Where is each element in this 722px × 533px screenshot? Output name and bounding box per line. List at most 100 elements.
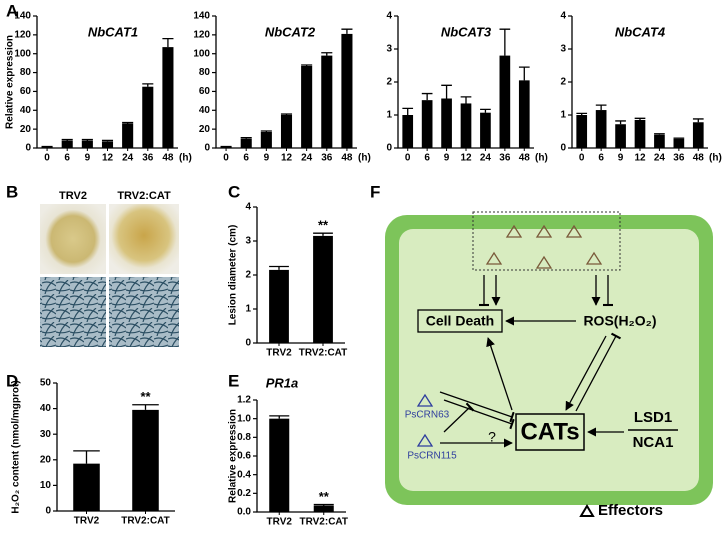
error-bar bbox=[269, 265, 289, 270]
x-tick-label: 12 bbox=[281, 153, 293, 164]
x-tick-label: 0 bbox=[44, 153, 50, 164]
bar bbox=[692, 122, 704, 148]
x-tick-label: 9 bbox=[264, 153, 270, 164]
y-tick-label: 100 bbox=[14, 48, 31, 59]
bar bbox=[499, 55, 511, 148]
bar bbox=[122, 123, 134, 148]
error-bar bbox=[673, 137, 685, 139]
photo-label: TRV2:CAT bbox=[117, 190, 171, 202]
y-tick-label: 3 bbox=[245, 236, 251, 247]
error-bar bbox=[441, 84, 452, 99]
bar bbox=[142, 86, 154, 148]
effector-triangles bbox=[485, 224, 603, 269]
y-tick-label: 0.2 bbox=[237, 488, 251, 499]
node-label: NCA1 bbox=[633, 434, 674, 451]
bar bbox=[132, 409, 159, 511]
bar bbox=[41, 147, 53, 148]
error-bar bbox=[81, 138, 93, 141]
x-tick-label: 6 bbox=[424, 153, 430, 164]
error-bar bbox=[499, 28, 511, 56]
bar bbox=[595, 110, 607, 148]
error-bar bbox=[240, 136, 252, 139]
error-bar bbox=[101, 139, 114, 142]
y-tick-label: 120 bbox=[14, 29, 31, 40]
y-axis-label: Lesion diameter (cm) bbox=[228, 225, 239, 326]
significance: ** bbox=[140, 389, 151, 404]
y-tick-label: 1 bbox=[386, 110, 392, 121]
error-bar bbox=[162, 37, 174, 48]
y-tick-label: 50 bbox=[40, 378, 52, 389]
bar bbox=[673, 138, 685, 148]
leaf-photo bbox=[40, 204, 106, 274]
effector-label: PsCRN63 bbox=[405, 410, 450, 421]
x-tick-label: 6 bbox=[243, 153, 249, 164]
x-tick-label: TRV2:CAT bbox=[121, 516, 170, 527]
node-label: LSD1 bbox=[634, 409, 672, 426]
y-tick-label: 40 bbox=[40, 403, 52, 414]
bar bbox=[441, 98, 452, 148]
y-tick-label: 2 bbox=[560, 77, 566, 88]
error-bar bbox=[615, 120, 626, 125]
bar bbox=[162, 47, 174, 148]
x-tick-label: TRV2 bbox=[266, 348, 292, 359]
chart-title: PR1a bbox=[266, 375, 299, 390]
error-bar bbox=[480, 108, 491, 113]
bar bbox=[654, 134, 665, 148]
x-tick-label: 6 bbox=[598, 153, 604, 164]
bar bbox=[421, 100, 433, 148]
chart-title: NbCAT2 bbox=[265, 24, 316, 39]
x-tick-label: TRV2 bbox=[74, 516, 100, 527]
bar bbox=[81, 140, 93, 148]
y-tick-label: 40 bbox=[199, 105, 211, 116]
x-tick-label: TRV2 bbox=[267, 517, 293, 528]
error-bar bbox=[280, 113, 293, 115]
diagram: Cell Death ROS(H₂O₂) CATs LSD1 NCA1 PsCR… bbox=[385, 211, 713, 519]
legend-label: Effectors bbox=[598, 502, 663, 519]
bar bbox=[402, 115, 414, 148]
error-bar bbox=[654, 133, 665, 135]
significance: ** bbox=[318, 218, 329, 233]
y-tick-label: 140 bbox=[14, 11, 31, 22]
y-tick-label: 1 bbox=[560, 110, 566, 121]
bar bbox=[280, 115, 293, 148]
node-label: CATs bbox=[520, 418, 579, 445]
effector-label: PsCRN115 bbox=[407, 451, 457, 462]
y-tick-label: 4 bbox=[560, 11, 566, 22]
error-bar bbox=[634, 117, 646, 120]
photo-panel: TRV2 TRV2:CAT bbox=[40, 190, 179, 347]
x-tick-label: 0 bbox=[223, 153, 229, 164]
bar bbox=[240, 138, 252, 148]
significance: ** bbox=[319, 489, 330, 504]
y-tick-label: 30 bbox=[40, 429, 52, 440]
cell-death-box bbox=[417, 309, 503, 333]
bar bbox=[101, 141, 114, 148]
y-tick-label: 60 bbox=[20, 86, 32, 97]
bar bbox=[313, 505, 334, 512]
bar bbox=[321, 55, 333, 148]
x-tick-label: 0 bbox=[405, 153, 411, 164]
bar bbox=[480, 112, 491, 148]
x-tick-label: TRV2:CAT bbox=[299, 348, 348, 359]
x-tick-label: 12 bbox=[634, 153, 646, 164]
error-bar bbox=[518, 66, 530, 81]
y-tick-label: 0.6 bbox=[237, 451, 251, 462]
x-tick-label: TRV2:CAT bbox=[299, 517, 348, 528]
x-tick-label: 48 bbox=[693, 153, 705, 164]
x-unit: (h) bbox=[358, 153, 371, 164]
photo-label: TRV2 bbox=[59, 190, 87, 202]
y-tick-label: 60 bbox=[199, 86, 211, 97]
x-tick-label: 36 bbox=[321, 153, 333, 164]
y-tick-label: 80 bbox=[199, 67, 211, 78]
y-tick-label: 2 bbox=[245, 270, 251, 281]
error-bar bbox=[301, 64, 313, 66]
error-bar bbox=[73, 450, 100, 464]
error-bar bbox=[576, 112, 588, 115]
bar bbox=[301, 65, 313, 148]
bar bbox=[615, 124, 626, 148]
error-bar bbox=[142, 83, 154, 87]
x-tick-label: 36 bbox=[673, 153, 685, 164]
y-tick-label: 0 bbox=[245, 338, 251, 349]
cats-box bbox=[515, 413, 585, 451]
effector-triangle bbox=[416, 433, 434, 447]
error-bar bbox=[132, 404, 159, 410]
